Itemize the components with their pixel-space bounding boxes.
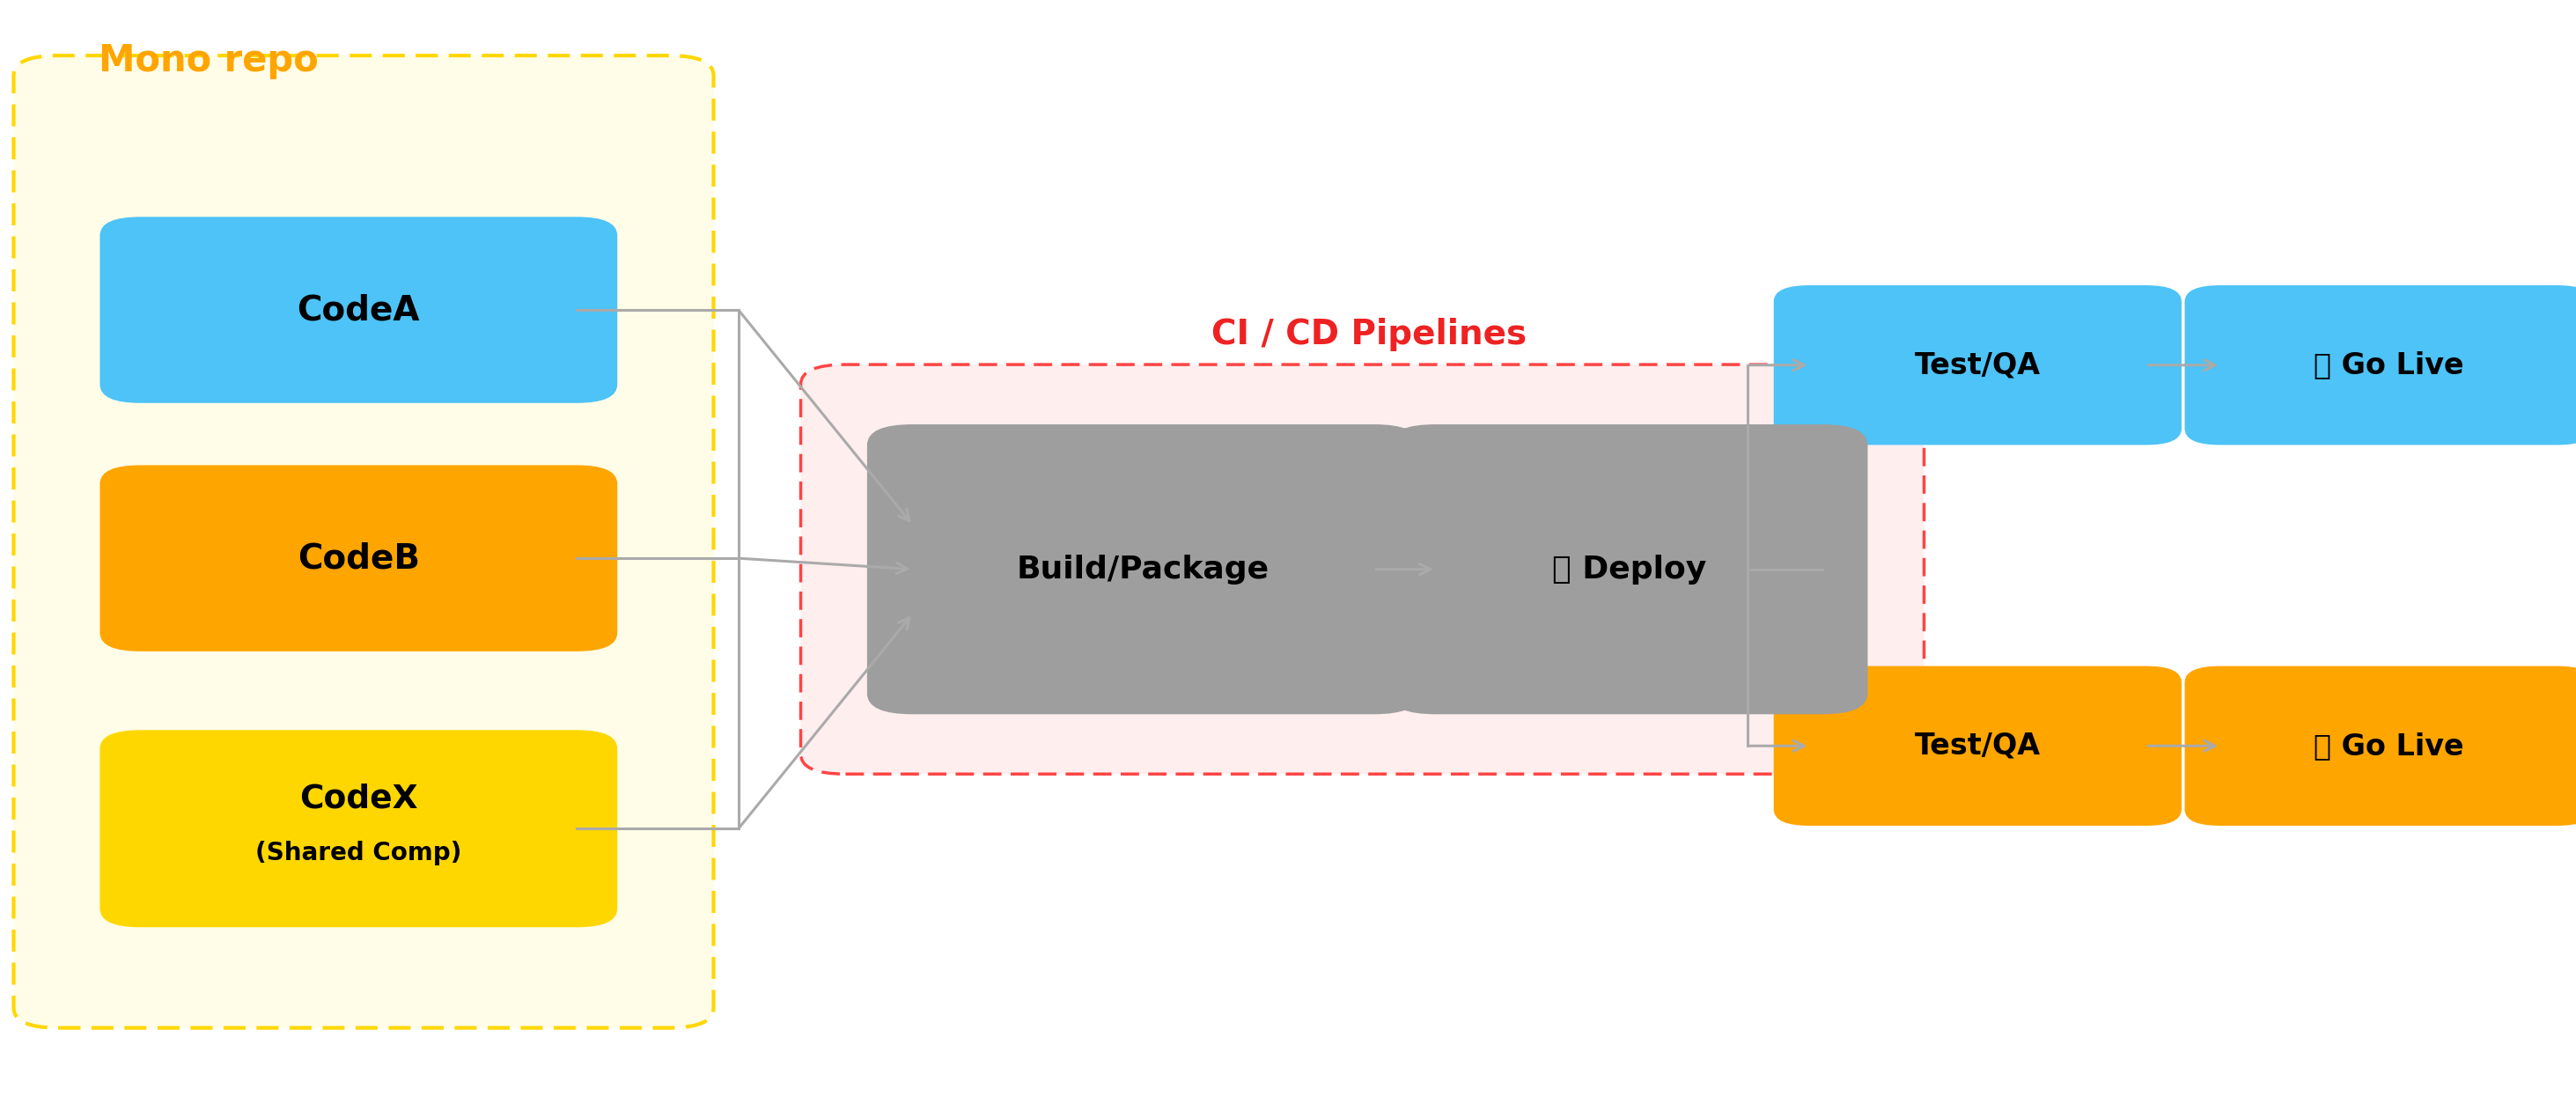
- FancyBboxPatch shape: [1775, 287, 2182, 444]
- FancyBboxPatch shape: [100, 218, 616, 402]
- Text: CodeA: CodeA: [296, 293, 420, 327]
- FancyBboxPatch shape: [801, 364, 1924, 774]
- Text: Mono repo: Mono repo: [98, 42, 319, 79]
- FancyBboxPatch shape: [868, 426, 1419, 713]
- FancyBboxPatch shape: [13, 56, 714, 1028]
- Text: 🏁 Go Live: 🏁 Go Live: [2313, 351, 2463, 380]
- Text: CodeX: CodeX: [299, 783, 417, 814]
- Text: CI / CD Pipelines: CI / CD Pipelines: [1211, 318, 1525, 351]
- Text: Test/QA: Test/QA: [1914, 351, 2040, 380]
- FancyBboxPatch shape: [100, 731, 616, 927]
- Text: 🏁 Go Live: 🏁 Go Live: [2313, 731, 2463, 760]
- FancyBboxPatch shape: [2184, 287, 2576, 444]
- FancyBboxPatch shape: [1775, 667, 2182, 824]
- Text: (Shared Comp): (Shared Comp): [255, 841, 461, 865]
- Text: Build/Package: Build/Package: [1018, 554, 1270, 584]
- FancyBboxPatch shape: [2184, 667, 2576, 824]
- Text: CodeB: CodeB: [296, 541, 420, 575]
- Text: 🚀 Deploy: 🚀 Deploy: [1551, 554, 1705, 584]
- FancyBboxPatch shape: [1391, 426, 1868, 713]
- FancyBboxPatch shape: [100, 467, 616, 650]
- Text: Test/QA: Test/QA: [1914, 731, 2040, 760]
